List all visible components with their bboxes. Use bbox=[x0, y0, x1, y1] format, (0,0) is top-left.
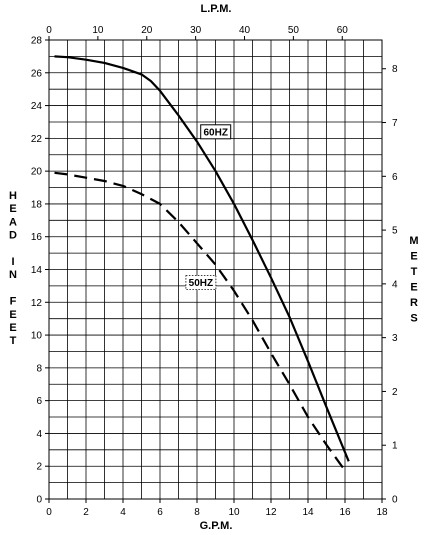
feet-tick-label: 4 bbox=[36, 429, 42, 440]
left-axis-title-letter: T bbox=[10, 335, 17, 347]
grid-lines bbox=[49, 40, 382, 499]
meters-tick-label: 8 bbox=[392, 64, 398, 75]
series-labels: 60HZ 50HZ bbox=[185, 124, 232, 291]
gpm-tick-label: 14 bbox=[302, 507, 314, 518]
feet-tick-label: 14 bbox=[31, 265, 43, 276]
left-axis-title-letter: D bbox=[9, 230, 17, 242]
gpm-tick-label: 8 bbox=[194, 507, 200, 518]
series-label-box bbox=[185, 275, 217, 291]
feet-tick-label: 8 bbox=[36, 363, 42, 374]
lpm-tick-label: 40 bbox=[239, 25, 251, 36]
lpm-tick-label: 60 bbox=[337, 25, 349, 36]
feet-tick-label: 18 bbox=[31, 199, 43, 210]
right-axis-title-letter: S bbox=[410, 313, 417, 325]
series-label-50hz: 50HZ bbox=[189, 278, 213, 289]
feet-tick-label: 6 bbox=[36, 396, 42, 407]
series-label-60hz: 60HZ bbox=[203, 127, 227, 138]
gpm-tick-label: 4 bbox=[120, 507, 126, 518]
meters-tick-label: 6 bbox=[392, 172, 398, 183]
meters-tick-label: 1 bbox=[392, 441, 398, 452]
left-axis-title-letter: E bbox=[9, 309, 16, 321]
gpm-tick-label: 18 bbox=[376, 507, 388, 518]
feet-tick-label: 22 bbox=[31, 134, 43, 145]
feet-tick-label: 10 bbox=[31, 331, 43, 342]
gpm-tick-label: 2 bbox=[83, 507, 89, 518]
meters-tick-label: 4 bbox=[392, 279, 398, 290]
bottom-axis-title: G.P.M. bbox=[200, 520, 233, 532]
series-label-box bbox=[200, 124, 232, 140]
lpm-tick-label: 30 bbox=[190, 25, 202, 36]
meters-tick-label: 3 bbox=[392, 333, 398, 344]
feet-tick-label: 0 bbox=[36, 495, 42, 506]
left-axis-title-letter: H bbox=[9, 190, 17, 202]
lpm-tick-label: 0 bbox=[46, 25, 52, 36]
meters-tick-label: 0 bbox=[392, 495, 398, 506]
series-layer bbox=[54, 55, 350, 469]
left-axis-title-letter: I bbox=[11, 256, 14, 268]
feet-tick-label: 20 bbox=[31, 167, 43, 178]
left-axis-title-letter: E bbox=[9, 322, 16, 334]
right-axis-title-letter: E bbox=[410, 282, 417, 294]
lpm-tick-label: 50 bbox=[288, 25, 300, 36]
lpm-tick-label: 20 bbox=[141, 25, 153, 36]
right-axis-title-letter: M bbox=[409, 235, 418, 247]
meters-tick-label: 2 bbox=[392, 387, 398, 398]
top-axis-title: L.P.M. bbox=[201, 3, 232, 15]
left-axis-title-letter: F bbox=[10, 296, 17, 308]
feet-tick-label: 26 bbox=[31, 68, 43, 79]
feet-tick-label: 16 bbox=[31, 232, 43, 243]
plot-frame bbox=[48, 39, 383, 500]
left-axis-title-letter: A bbox=[9, 216, 17, 228]
meters-tick-label: 7 bbox=[392, 118, 398, 129]
gpm-tick-label: 6 bbox=[157, 507, 163, 518]
series-line-60hz bbox=[54, 55, 350, 462]
gpm-tick-label: 12 bbox=[265, 507, 277, 518]
feet-tick-label: 12 bbox=[31, 298, 43, 309]
right-axis-title-letter: T bbox=[411, 266, 418, 278]
gpm-tick-label: 0 bbox=[46, 507, 52, 518]
tick-labels: 0 2 4 6 8 10 12 14 16 180 10 20 30 40 50 60024681012141… bbox=[31, 25, 398, 518]
lpm-tick-label: 10 bbox=[92, 25, 104, 36]
right-axis-title-letter: E bbox=[410, 251, 417, 263]
gpm-tick-label: 10 bbox=[228, 507, 240, 518]
feet-tick-label: 2 bbox=[36, 462, 42, 473]
left-axis-title-letter: E bbox=[9, 203, 16, 215]
gpm-tick-label: 16 bbox=[339, 507, 351, 518]
series-line-50hz bbox=[54, 171, 344, 469]
meters-tick-label: 5 bbox=[392, 226, 398, 237]
feet-tick-label: 24 bbox=[31, 101, 43, 112]
feet-tick-label: 28 bbox=[31, 36, 43, 47]
right-axis-title-letter: R bbox=[410, 297, 418, 309]
left-axis-title-letter: N bbox=[9, 269, 17, 281]
